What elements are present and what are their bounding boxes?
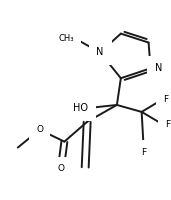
Text: N: N — [96, 47, 104, 57]
Text: F: F — [165, 120, 170, 129]
Text: HO: HO — [73, 103, 88, 113]
Text: O: O — [58, 164, 65, 173]
Text: N: N — [155, 63, 162, 73]
Text: CH₃: CH₃ — [59, 34, 74, 43]
Text: O: O — [36, 125, 43, 134]
Text: F: F — [141, 148, 146, 157]
Text: F: F — [163, 96, 169, 104]
